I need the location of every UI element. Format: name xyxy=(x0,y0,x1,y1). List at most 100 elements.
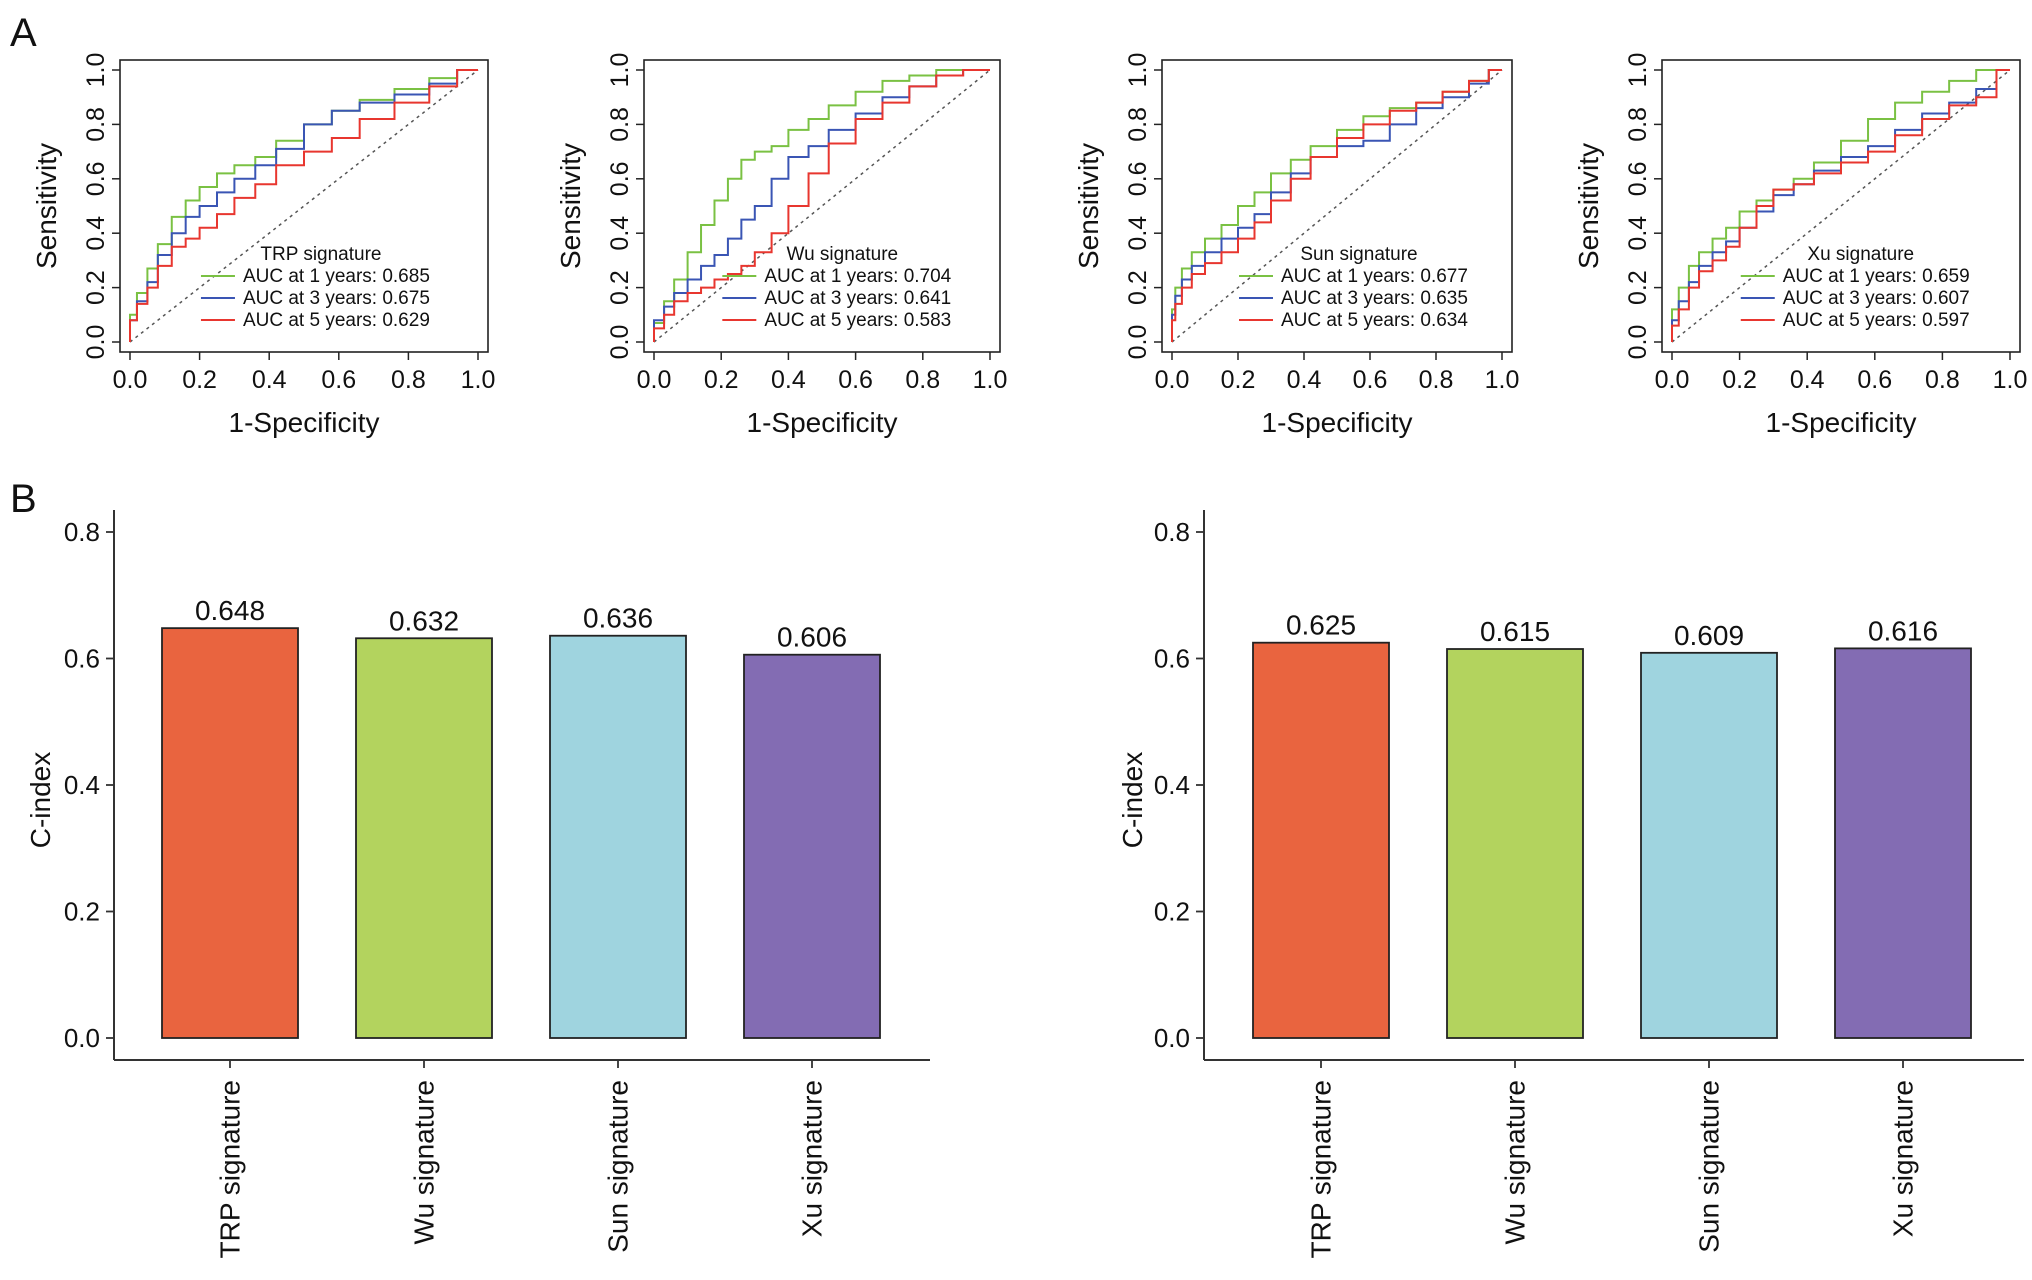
roc-chart-4: 0.00.0 0.2 0.2 0.4 0.4 0.6 0.6 0.8 0.8 1.0 1.0 1-Sp… xyxy=(1573,53,2027,438)
bar xyxy=(1252,641,1390,1039)
legend-entry: AUC at 1 years: 0.704 xyxy=(764,266,951,287)
plot-frame xyxy=(643,59,1001,353)
bar-value-label: 0.606 xyxy=(777,622,847,653)
x-tick-label: 0.2 xyxy=(1722,366,1757,394)
category-label: TRP signature xyxy=(215,1080,246,1258)
y-tick-label: 0.2 xyxy=(82,270,110,305)
bar xyxy=(1446,648,1584,1039)
x-tick-label: 0.2 xyxy=(1221,366,1256,394)
y-tick-label: 0.6 xyxy=(1154,644,1190,674)
x-tick-label: 0.8 xyxy=(391,366,426,394)
y-axis-label: Sensitivity xyxy=(31,143,62,269)
legend-entry: AUC at 1 years: 0.677 xyxy=(1281,266,1468,287)
y-tick-label: 0.6 xyxy=(1624,161,1652,196)
category-label: Wu signature xyxy=(409,1080,440,1244)
y-axis-label: Sensitivity xyxy=(1573,143,1604,269)
y-tick-label: 0.8 xyxy=(606,107,634,142)
x-tick-label: 0.4 xyxy=(1287,366,1322,394)
bar xyxy=(355,637,493,1039)
y-tick-label: 0.6 xyxy=(82,161,110,196)
roc-chart-2: 0.00.0 0.2 0.2 0.4 0.4 0.6 0.6 0.8 0.8 1.0 1.0 1-Sp… xyxy=(555,53,1007,438)
x-axis-label: 1-Specificity xyxy=(747,407,898,438)
cindex-bar-chart-1: 0.0 0.2 0.4 0.6 0.8 C-index 0.648 TRP signature… xyxy=(25,510,930,1258)
y-axis-label: Sensitivity xyxy=(555,143,586,269)
roc-curve-5-year xyxy=(1171,69,1502,342)
x-tick-label: 0.4 xyxy=(1790,366,1825,394)
x-axis-label: 1-Specificity xyxy=(1262,407,1413,438)
legend-title: TRP signature xyxy=(260,244,381,265)
legend-entry: AUC at 1 years: 0.685 xyxy=(243,266,430,287)
legend-entry: AUC at 3 years: 0.641 xyxy=(764,288,951,309)
y-tick-label: 0.8 xyxy=(82,107,110,142)
bar xyxy=(743,653,881,1039)
panel-a-label: A xyxy=(10,11,37,55)
panel-b-label: B xyxy=(10,477,37,521)
x-tick-label: 1.0 xyxy=(973,366,1008,394)
x-tick-label: 0.6 xyxy=(1857,366,1892,394)
x-tick-label: 0.4 xyxy=(771,366,806,394)
y-tick-label: 1.0 xyxy=(1624,53,1652,88)
y-tick-label: 0.0 xyxy=(606,325,634,360)
y-tick-label: 0.0 xyxy=(1154,1023,1190,1053)
x-tick-label: 0.0 xyxy=(1655,366,1690,394)
y-axis-label: Sensitivity xyxy=(1073,143,1104,269)
bar xyxy=(1640,651,1778,1039)
y-tick-label: 0.6 xyxy=(606,161,634,196)
x-tick-label: 0.2 xyxy=(182,366,217,394)
x-tick-label: 0.6 xyxy=(321,366,356,394)
x-tick-label: 0.8 xyxy=(1925,366,1960,394)
y-tick-label: 0.8 xyxy=(1624,107,1652,142)
y-tick-label: 0.4 xyxy=(1154,770,1190,800)
plot-frame xyxy=(1161,59,1513,353)
y-tick-label: 0.4 xyxy=(1124,216,1152,251)
bar-value-label: 0.625 xyxy=(1286,610,1356,641)
x-tick-label: 0.8 xyxy=(905,366,940,394)
y-tick-label: 0.0 xyxy=(1124,325,1152,360)
bar-value-label: 0.636 xyxy=(583,603,653,634)
y-tick-label: 1.0 xyxy=(1124,53,1152,88)
bar-value-label: 0.609 xyxy=(1674,620,1744,651)
y-tick-label: 0.6 xyxy=(1124,161,1152,196)
legend-entry: AUC at 1 years: 0.659 xyxy=(1783,266,1970,287)
x-axis-label: 1-Specificity xyxy=(1766,407,1917,438)
reference-diagonal xyxy=(653,69,991,343)
x-tick-label: 1.0 xyxy=(1993,366,2028,394)
y-axis-label: C-index xyxy=(1117,752,1148,848)
cindex-bar-chart-2: 0.0 0.2 0.4 0.6 0.8 C-index 0.625 TRP signature… xyxy=(1117,510,2024,1258)
roc-curve-5-year xyxy=(129,69,478,342)
y-tick-label: 0.8 xyxy=(1124,107,1152,142)
legend-entry: AUC at 5 years: 0.629 xyxy=(243,310,430,331)
y-tick-label: 1.0 xyxy=(606,53,634,88)
category-label: Sun signature xyxy=(603,1080,634,1253)
x-axis-label: 1-Specificity xyxy=(229,407,380,438)
legend-entry: AUC at 3 years: 0.607 xyxy=(1783,288,1970,309)
category-label: Wu signature xyxy=(1500,1080,1531,1244)
x-tick-label: 0.6 xyxy=(838,366,873,394)
bar xyxy=(1834,647,1972,1039)
legend-entry: AUC at 3 years: 0.675 xyxy=(243,288,430,309)
y-tick-label: 0.2 xyxy=(1124,270,1152,305)
charts-layer: 0.00.00.20.20.40.40.60.60.80.81.01.01-Sp… xyxy=(25,53,2027,1259)
x-tick-label: 0.0 xyxy=(113,366,148,394)
category-label: Sun signature xyxy=(1694,1080,1725,1253)
x-tick-label: 0.2 xyxy=(704,366,739,394)
roc-curve-1-year xyxy=(653,69,990,342)
legend-title: Sun signature xyxy=(1300,244,1417,265)
bar-value-label: 0.648 xyxy=(195,595,265,626)
y-tick-label: 0.4 xyxy=(1624,216,1652,251)
y-tick-label: 0.2 xyxy=(606,270,634,305)
reference-diagonal xyxy=(1171,69,1503,343)
roc-chart-3: 0.00.0 0.2 0.2 0.4 0.4 0.6 0.6 0.8 0.8 1.0 1.0 1-Sp… xyxy=(1073,53,1519,438)
y-tick-label: 0.2 xyxy=(1154,897,1190,927)
bar xyxy=(161,627,299,1039)
y-tick-label: 0.6 xyxy=(64,644,100,674)
legend-entry: AUC at 5 years: 0.583 xyxy=(764,310,951,331)
x-tick-label: 0.6 xyxy=(1353,366,1388,394)
x-tick-label: 0.0 xyxy=(637,366,672,394)
bar-value-label: 0.616 xyxy=(1868,615,1938,646)
y-tick-label: 0.4 xyxy=(606,216,634,251)
y-tick-label: 0.0 xyxy=(64,1023,100,1053)
roc-curve-3-year xyxy=(129,69,478,342)
x-tick-label: 0.4 xyxy=(252,366,287,394)
